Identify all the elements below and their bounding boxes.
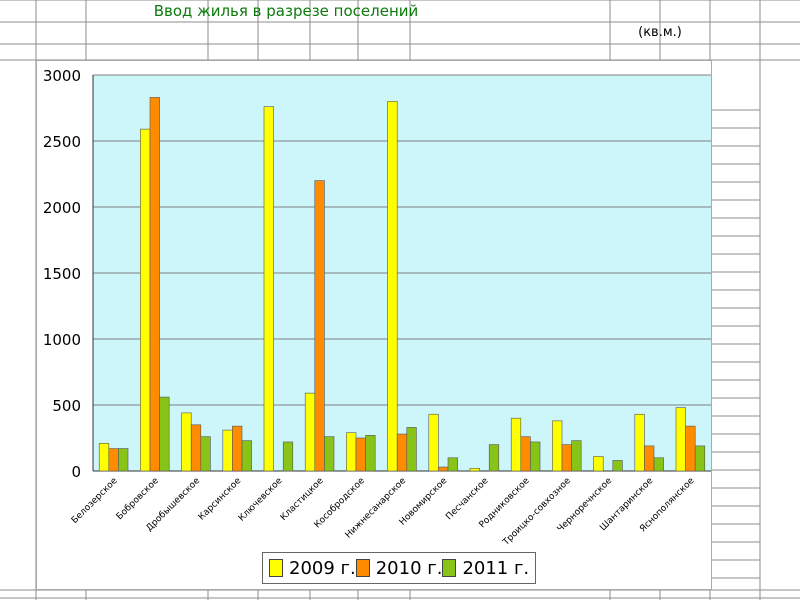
bar-2009-13 (634, 413, 645, 472)
legend-swatch-2011 (442, 559, 457, 577)
bar-2010-8 (438, 466, 449, 472)
bar-2011-2 (200, 436, 211, 472)
x-tick-label-1: Бобровское (115, 476, 161, 522)
legend-swatch-2009 (269, 559, 283, 577)
y-tick-label-2500: 2500 (43, 133, 81, 151)
bar-2009-7 (387, 101, 398, 472)
bar-2009-4 (263, 106, 274, 472)
bar-2011-0 (118, 448, 129, 472)
legend-label-2010: 2010 г. (375, 557, 443, 579)
bar-2010-7 (396, 433, 408, 472)
bar-2010-14 (685, 425, 696, 472)
bar-2010-11 (561, 444, 572, 472)
chart-area[interactable]: 0 500 1000 1500 2000 2500 3000 Белозерское Бобро… (36, 60, 712, 590)
bar-2009-0 (98, 442, 110, 472)
bar-2011-5 (324, 436, 335, 472)
bar-2010-1 (149, 97, 160, 472)
bar-2011-8 (447, 457, 458, 472)
legend-item-2009: 2009 г. (269, 558, 356, 579)
bar-2011-10 (530, 441, 541, 472)
y-tick-label-0: 0 (71, 463, 81, 481)
y-tick-label-500: 500 (52, 397, 81, 415)
bar-2009-2 (181, 412, 192, 472)
unit-label: (кв.м.) (638, 25, 682, 40)
bar-2009-1 (140, 128, 151, 472)
y-tick-label-1000: 1000 (43, 331, 81, 349)
bar-2010-5 (314, 180, 325, 472)
legend-label-2011: 2011 г. (462, 557, 530, 579)
bar-2009-9 (469, 468, 480, 472)
bar-2009-8 (428, 413, 439, 472)
legend-label-2009: 2009 г. (289, 557, 356, 579)
chart-legend: 2009 г. 2010 г. 2011 г. (262, 552, 536, 584)
y-tick-label-3000: 3000 (43, 67, 81, 85)
bar-2009-12 (593, 456, 604, 472)
bar-2009-11 (552, 420, 563, 472)
legend-item-2011: 2011 г. (442, 558, 529, 579)
bar-2011-13 (653, 457, 664, 472)
bar-2011-14 (694, 445, 706, 472)
x-tick-label-4: Ключевское (237, 476, 285, 524)
bar-2009-6 (346, 432, 357, 472)
bar-2010-3 (232, 425, 243, 472)
bar-2011-6 (365, 435, 376, 472)
bar-2009-5 (304, 392, 316, 472)
legend-swatch-2010 (355, 559, 370, 577)
sheet-title: Ввод жилья в разрезе поселений (153, 2, 419, 20)
y-tick-label-2000: 2000 (43, 199, 81, 217)
x-tick-label-0: Белозерское (70, 476, 120, 526)
bar-2011-12 (612, 460, 623, 472)
bar-2010-6 (355, 437, 366, 472)
bar-2011-7 (406, 427, 417, 472)
bar-2010-13 (644, 445, 655, 472)
bar-2011-4 (282, 441, 294, 472)
bar-2010-10 (520, 436, 531, 472)
bar-2011-9 (488, 444, 500, 472)
y-tick-label-1500: 1500 (43, 265, 81, 283)
legend-item-2010: 2010 г. (355, 557, 443, 579)
bar-2010-2 (190, 424, 202, 472)
bar-2010-0 (108, 448, 119, 472)
bar-2011-1 (159, 396, 170, 472)
x-tick-label-9: Песчанское (444, 476, 491, 523)
bar-2009-3 (222, 429, 233, 472)
x-tick-label-11: Троицко-совхозное (501, 476, 574, 549)
bar-chart: 0 500 1000 1500 2000 2500 3000 БелозерскоеБобро… (43, 67, 711, 549)
bar-2009-14 (675, 407, 686, 472)
bar-2011-11 (571, 440, 582, 472)
bar-2011-3 (241, 440, 252, 472)
bar-2009-10 (510, 417, 522, 472)
